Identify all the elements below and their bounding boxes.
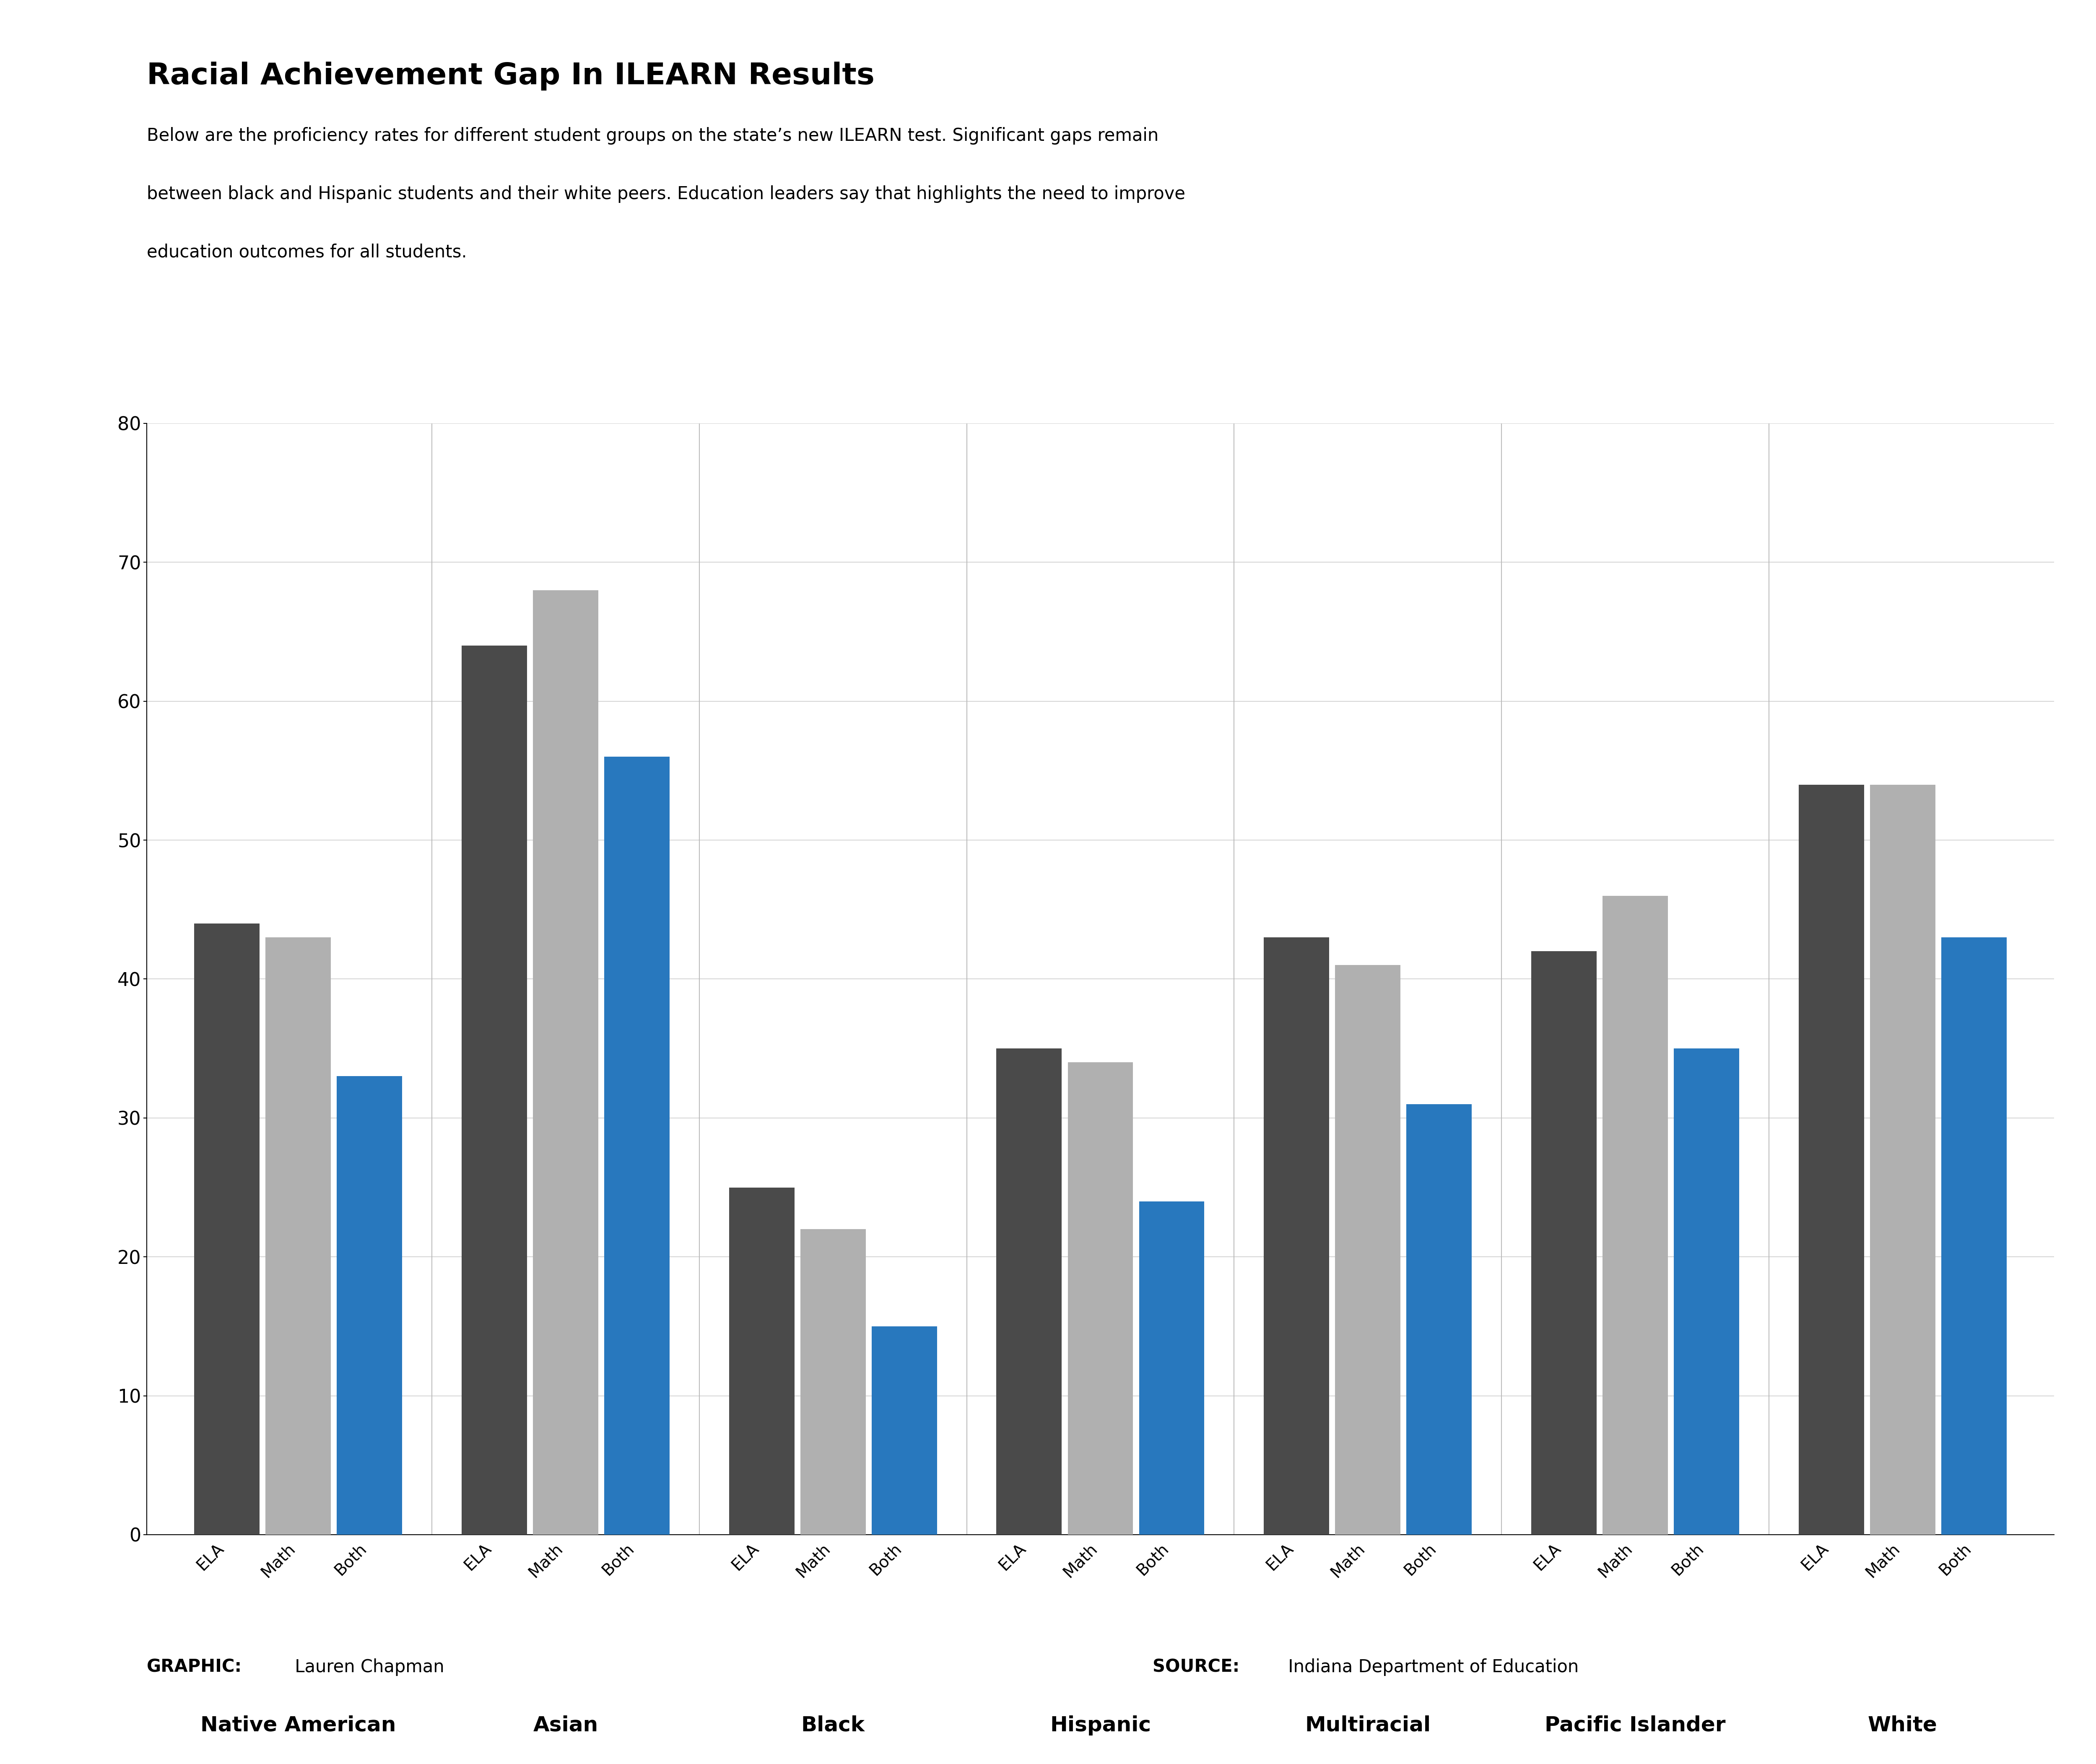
Text: Hispanic: Hispanic [1050, 1715, 1151, 1736]
Text: Native American: Native American [201, 1715, 396, 1736]
Bar [461, 646, 526, 1535]
Bar [996, 1048, 1063, 1535]
Bar [1264, 937, 1329, 1535]
Bar [195, 924, 260, 1535]
Text: Lauren Chapman: Lauren Chapman [289, 1658, 444, 1676]
Bar [1675, 1048, 1740, 1535]
Text: Indiana Department of Education: Indiana Department of Education [1283, 1658, 1578, 1676]
Bar [266, 937, 331, 1535]
Bar [1406, 1104, 1471, 1535]
Text: Asian: Asian [532, 1715, 597, 1736]
Bar [532, 589, 597, 1535]
Text: Black: Black [801, 1715, 866, 1736]
Bar [337, 1076, 402, 1535]
Bar [1798, 785, 1863, 1535]
Text: White: White [1868, 1715, 1937, 1736]
Bar [1335, 965, 1400, 1535]
Text: between black and Hispanic students and their white peers. Education leaders say: between black and Hispanic students and … [147, 185, 1184, 203]
Bar [1870, 785, 1935, 1535]
Bar [729, 1187, 794, 1535]
Bar [1603, 896, 1668, 1535]
Bar [872, 1327, 937, 1535]
Text: Pacific Islander: Pacific Islander [1545, 1715, 1725, 1736]
Text: Racial Achievement Gap In ILEARN Results: Racial Achievement Gap In ILEARN Results [147, 62, 874, 90]
Bar [801, 1230, 866, 1535]
Text: Below are the proficiency rates for different student groups on the state’s new : Below are the proficiency rates for diff… [147, 127, 1159, 145]
Text: SOURCE:: SOURCE: [1153, 1658, 1239, 1676]
Text: GRAPHIC:: GRAPHIC: [147, 1658, 241, 1676]
Bar [1138, 1201, 1205, 1535]
Bar [1532, 951, 1597, 1535]
Bar [1941, 937, 2006, 1535]
Text: Multiracial: Multiracial [1306, 1715, 1432, 1736]
Bar [1067, 1062, 1134, 1535]
Bar [604, 757, 669, 1535]
Text: education outcomes for all students.: education outcomes for all students. [147, 243, 467, 261]
